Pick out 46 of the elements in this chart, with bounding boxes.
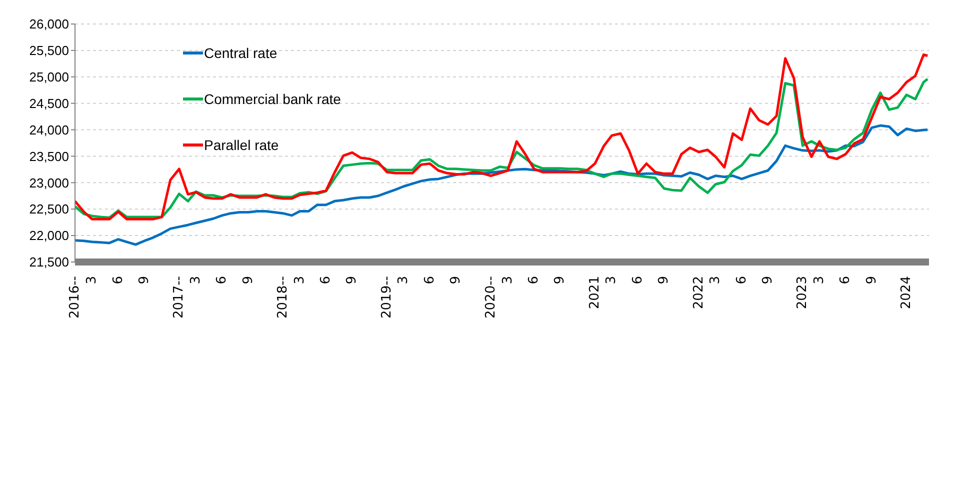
y-tick-label: 22,500 [29,202,69,217]
x-tick-label: 2018-- [276,276,291,318]
y-tick-label: 23,000 [29,175,69,190]
y-tick-label: 24,500 [29,96,69,111]
x-tick-label: 9 [136,276,152,284]
x-tick-label: 6 [110,276,126,284]
x-tick-label: 2020-- [483,276,498,318]
x-tick-label: 9 [656,276,672,284]
x-tick-label: 6 [422,276,438,284]
y-tick-label: 25,000 [29,70,69,85]
x-tick-label: 3 [188,276,204,284]
legend-label: Parallel rate [204,137,279,153]
x-tick-label: 9 [760,276,776,284]
y-tick-label: 23,500 [29,148,69,164]
x-tick-label: 2024 [899,276,914,310]
y-tick-label: 25,500 [29,43,69,58]
x-tick-label: 3 [292,276,308,284]
x-tick-label: 2017-- [172,276,187,318]
x-tick-label: 6 [526,276,542,284]
x-tick-label: 6 [838,276,854,284]
y-tick-label: 21,500 [29,254,69,270]
y-tick-label: 24,000 [29,122,69,138]
y-tick-label: 26,000 [29,16,69,32]
legend-label: Central rate [204,45,278,61]
x-tick-label: 2023 [795,276,810,310]
legend-label: Commercial bank rate [204,91,341,107]
x-tick-label: 2021 [587,276,602,310]
x-tick-label: 3 [604,276,620,284]
x-tick-label: 2016-- [68,276,82,318]
x-tick-label: 3 [396,276,412,284]
x-tick-label: 6 [318,276,334,284]
x-tick-label: 3 [500,276,516,284]
x-tick-label: 9 [552,276,568,284]
x-tick-label: 2022 [691,276,706,310]
x-tick-label: 9 [344,276,360,284]
x-tick-label: 6 [734,276,750,284]
x-tick-label: 3 [708,276,724,284]
x-tick-label: 2019-- [379,276,394,318]
x-tick-label: 3 [84,276,100,284]
x-tick-label: 3 [812,276,827,284]
x-tick-label: 9 [240,276,256,284]
x-tick-label: 9 [448,276,464,284]
y-tick-label: 22,000 [29,228,69,244]
x-tick-label: 6 [630,276,646,284]
x-tick-label: 9 [864,276,880,284]
x-tick-label: 6 [214,276,230,284]
